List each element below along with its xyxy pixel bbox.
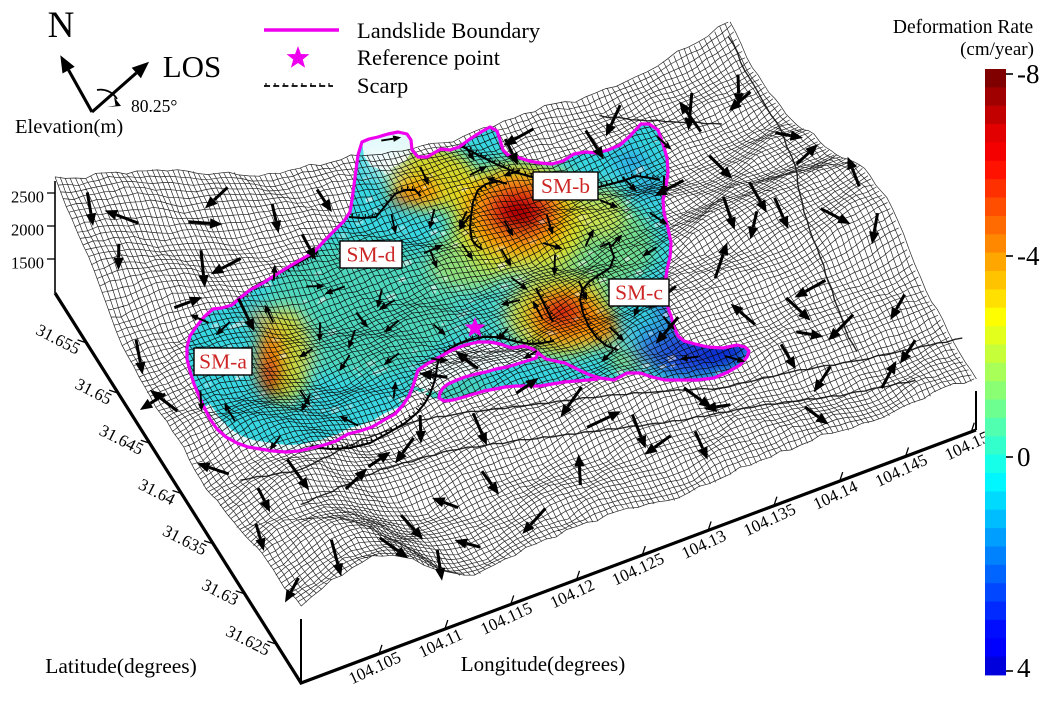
svg-text:Scarp: Scarp xyxy=(357,73,408,98)
svg-text:N: N xyxy=(48,5,75,46)
svg-text:Elevation(m): Elevation(m) xyxy=(15,116,123,138)
svg-text:-4: -4 xyxy=(1017,241,1040,271)
svg-text:80.25°: 80.25° xyxy=(131,96,177,116)
svg-text:(cm/year): (cm/year) xyxy=(960,39,1034,60)
svg-text:Longitude(degrees): Longitude(degrees) xyxy=(461,652,625,676)
svg-text:1500: 1500 xyxy=(11,254,44,273)
svg-text:-8: -8 xyxy=(1017,59,1040,89)
svg-text:SM-b: SM-b xyxy=(541,174,590,198)
svg-text:SM-a: SM-a xyxy=(199,350,247,374)
svg-text:2000: 2000 xyxy=(11,221,44,240)
svg-text:SM-d: SM-d xyxy=(347,243,396,267)
svg-text:2500: 2500 xyxy=(11,188,44,207)
svg-text:4: 4 xyxy=(1017,653,1031,683)
svg-text:0: 0 xyxy=(1017,442,1031,472)
svg-text:Latitude(degrees): Latitude(degrees) xyxy=(45,654,197,678)
svg-text:SM-c: SM-c xyxy=(615,281,663,305)
svg-text:Reference point: Reference point xyxy=(357,45,501,70)
svg-text:Landslide Boundary: Landslide Boundary xyxy=(357,18,541,43)
svg-text:Deformation Rate: Deformation Rate xyxy=(893,17,1033,38)
svg-text:LOS: LOS xyxy=(163,49,222,84)
